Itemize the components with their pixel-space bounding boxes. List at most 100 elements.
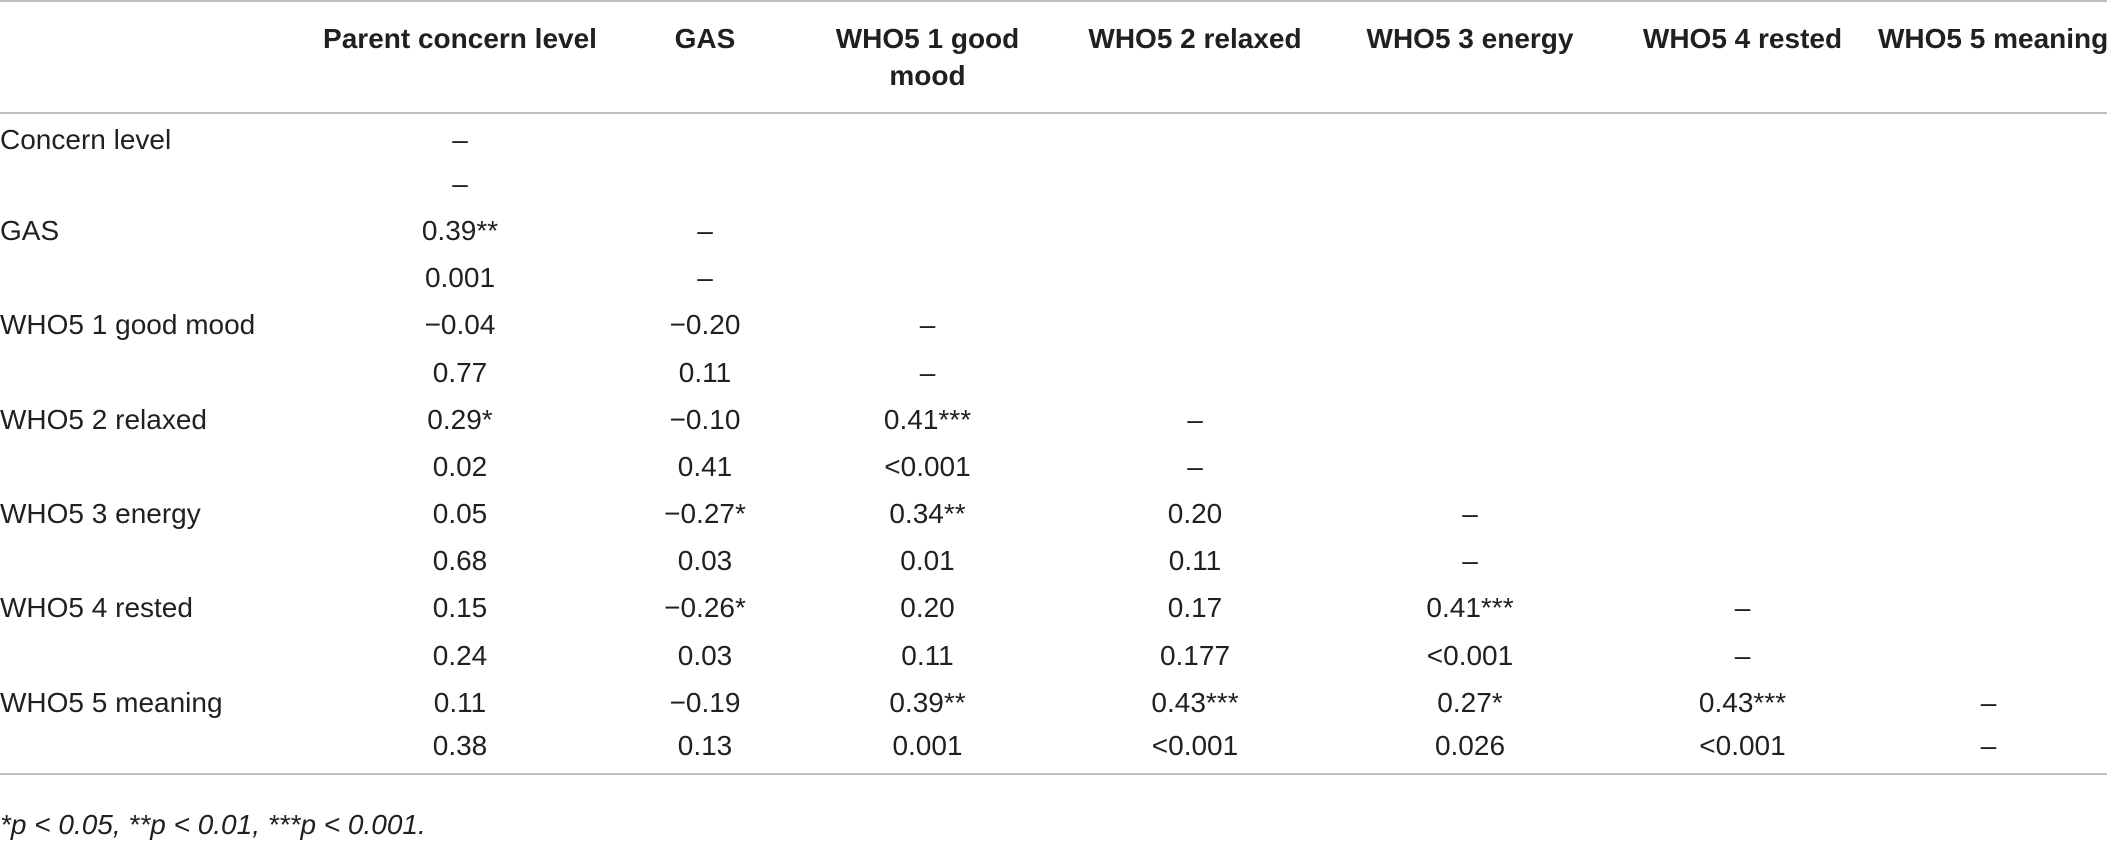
table-cell: – xyxy=(1980,729,1997,761)
table-cell: 0.05 xyxy=(432,498,488,530)
table-cell: 0.77 xyxy=(432,356,488,388)
table-cell: 0.43*** xyxy=(1151,686,1239,718)
table-cell: −0.19 xyxy=(669,686,741,718)
table-cell xyxy=(1870,632,2107,679)
table-cell: 0.17 xyxy=(1167,592,1223,624)
table-cell: – xyxy=(919,309,936,341)
header-who5-5-meaning: WHO5 5 meaning xyxy=(1878,23,2107,54)
table-cell xyxy=(1325,302,1615,349)
table-cell: 0.41*** xyxy=(883,403,972,435)
table-cell xyxy=(1325,113,1615,160)
table-cell: 0.11 xyxy=(1168,545,1222,577)
header-parent-concern-level: Parent concern level xyxy=(323,23,597,54)
table-cell: 0.24 xyxy=(432,639,488,671)
table-cell xyxy=(1325,349,1615,396)
row-label xyxy=(0,160,300,207)
table-cell: 0.03 xyxy=(677,545,733,577)
table-cell xyxy=(1870,113,2107,160)
table-cell xyxy=(1870,538,2107,585)
table-cell xyxy=(1615,302,1870,349)
table-header: Parent concern level GAS WHO5 1 good moo… xyxy=(0,1,2107,113)
table-cell: – xyxy=(697,262,713,294)
header-who5-2-relaxed: WHO5 2 relaxed xyxy=(1088,23,1302,54)
table-cell xyxy=(1870,443,2107,490)
row-label: WHO5 5 meaning xyxy=(0,686,223,718)
table-cell: <0.001 xyxy=(1426,639,1514,671)
table-cell: – xyxy=(1462,545,1478,577)
table-cell: 0.02 xyxy=(432,450,488,482)
header-gas: GAS xyxy=(674,23,736,54)
table-cell xyxy=(1615,160,1870,207)
table-cell: −0.10 xyxy=(669,403,741,435)
table-cell: −0.26* xyxy=(664,592,746,624)
table-cell xyxy=(1615,113,1870,160)
table-cell: 0.38 xyxy=(432,729,488,761)
table-row: 0.38 0.13 0.001 <0.001 0.026 <0.001 – xyxy=(0,726,2107,774)
header-who5-4-rested: WHO5 4 rested xyxy=(1642,23,1843,54)
table-cell: −0.04 xyxy=(424,309,496,341)
table-cell xyxy=(1615,255,1870,302)
header-who5-1-good-mood: WHO5 1 good mood xyxy=(835,23,1020,91)
row-label: GAS xyxy=(0,214,60,246)
table-body: Concern level – – GAS 0.39** –0.001– WHO5 1 go… xyxy=(0,113,2107,774)
table-cell: 0.11 xyxy=(678,356,732,388)
table-cell: 0.001 xyxy=(424,262,496,294)
table-cell xyxy=(790,160,1065,207)
table-row: WHO5 1 good mood −0.04 −0.20 – xyxy=(0,302,2107,349)
table-row: – xyxy=(0,160,2107,207)
table-row: 0.001 – xyxy=(0,255,2107,302)
table-cell xyxy=(1870,585,2107,632)
table-cell xyxy=(1870,396,2107,443)
table-cell xyxy=(620,160,790,207)
table-footnote: *p < 0.05, **p < 0.01, ***p < 0.001. xyxy=(0,809,426,840)
table-cell xyxy=(1325,255,1615,302)
table-row: WHO5 5 meaning 0.11 −0.19 0.39** 0.43*** 0.27… xyxy=(0,679,2107,726)
table-cell xyxy=(790,255,1065,302)
table-row: Concern level – xyxy=(0,113,2107,160)
table-row: 0.24 0.03 0.11 0.177 <0.001 – xyxy=(0,632,2107,679)
table-cell xyxy=(1870,160,2107,207)
table-cell xyxy=(1870,491,2107,538)
table-cell: 0.41*** xyxy=(1426,592,1514,624)
correlation-table-container: Parent concern level GAS WHO5 1 good moo… xyxy=(0,1,2107,774)
table-cell: 0.13 xyxy=(677,729,733,761)
table-cell: 0.20 xyxy=(1167,498,1223,530)
table-row: 0.68 0.03 0.01 0.11 – xyxy=(0,538,2107,585)
table-cell: – xyxy=(1980,686,1997,718)
table-cell: 0.29* xyxy=(427,403,493,435)
header-corner-cell xyxy=(0,1,300,113)
table-cell: – xyxy=(1462,498,1478,530)
table-cell xyxy=(1065,302,1325,349)
table-row: 0.02 0.41 <0.001 – xyxy=(0,443,2107,490)
table-cell: <0.001 xyxy=(1151,729,1239,761)
table-cell: 0.177 xyxy=(1159,639,1231,671)
table-row: 0.77 0.11 – xyxy=(0,349,2107,396)
row-label: WHO5 3 energy xyxy=(0,498,201,530)
table-cell xyxy=(1065,207,1325,254)
row-label: WHO5 4 rested xyxy=(0,592,193,624)
table-cell: – xyxy=(452,124,468,156)
row-label xyxy=(0,538,300,585)
table-cell xyxy=(1325,207,1615,254)
row-label xyxy=(0,443,300,490)
table-cell xyxy=(1065,160,1325,207)
row-label xyxy=(0,255,300,302)
table-cell: 0.20 xyxy=(900,592,955,624)
table-cell xyxy=(1325,160,1615,207)
table-cell: 0.68 xyxy=(432,545,488,577)
table-cell: <0.001 xyxy=(1699,729,1786,761)
row-label: WHO5 2 relaxed xyxy=(0,403,207,435)
table-cell xyxy=(790,113,1065,160)
table-cell xyxy=(1325,396,1615,443)
table-cell xyxy=(1615,538,1870,585)
table-cell: 0.026 xyxy=(1434,729,1506,761)
table-cell xyxy=(1065,113,1325,160)
table-cell: 0.43*** xyxy=(1698,686,1787,718)
table-cell: 0.27* xyxy=(1437,686,1503,718)
table-cell: – xyxy=(919,356,936,388)
table-cell: 0.01 xyxy=(900,545,955,577)
table-cell xyxy=(1615,207,1870,254)
table-row: WHO5 3 energy 0.05 −0.27* 0.34** 0.20 – xyxy=(0,491,2107,538)
table-row: WHO5 2 relaxed 0.29* −0.10 0.41*** – xyxy=(0,396,2107,443)
row-label: Concern level xyxy=(0,124,172,156)
